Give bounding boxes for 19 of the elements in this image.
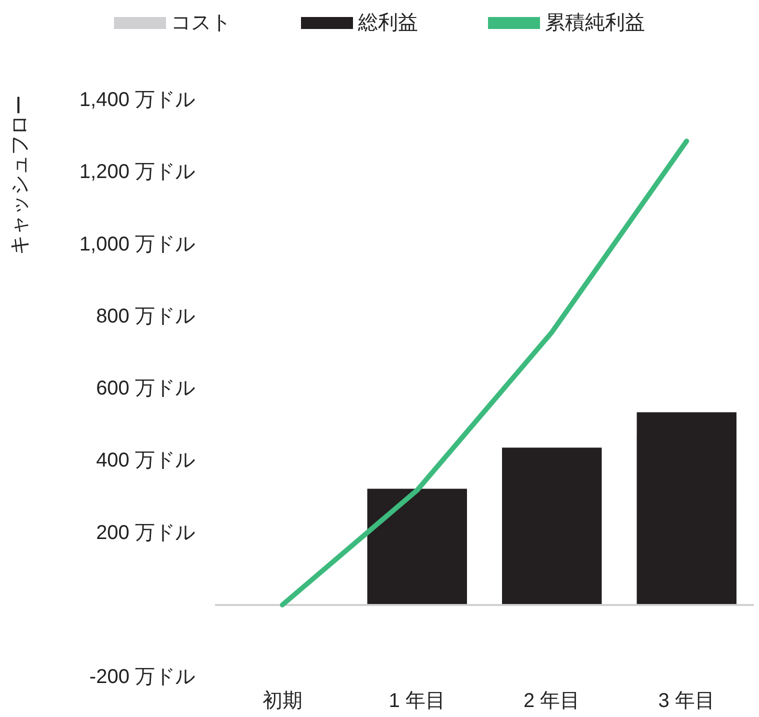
y-tick-label: 200 万ドル [96,522,195,544]
y-tick-label: 600 万ドル [96,378,195,400]
y-tick-label: 400 万ドル [96,450,195,472]
x-tick-label: 1 年目 [388,690,446,712]
legend-label: 総利益 [357,12,418,34]
y-axis-title: キャッシュフロー [9,95,31,255]
y-tick-label: 1,200 万ドル [79,161,195,184]
legend-label: 累積純利益 [545,12,645,34]
bar [636,412,736,605]
x-tick-label: 2 年目 [524,690,580,712]
x-tick-label: 3 年目 [658,690,715,712]
x-tick-label: 初期 [262,690,302,712]
y-tick-label: -200 万ドル [89,666,195,688]
y-tick-label: 1,000 万ドル [79,233,195,256]
legend-label: コスト [171,12,231,34]
y-tick-label: 1,400 万ドル [79,89,195,111]
bar [502,448,602,605]
bar [367,488,467,605]
y-tick-label: 800 万ドル [96,305,195,328]
